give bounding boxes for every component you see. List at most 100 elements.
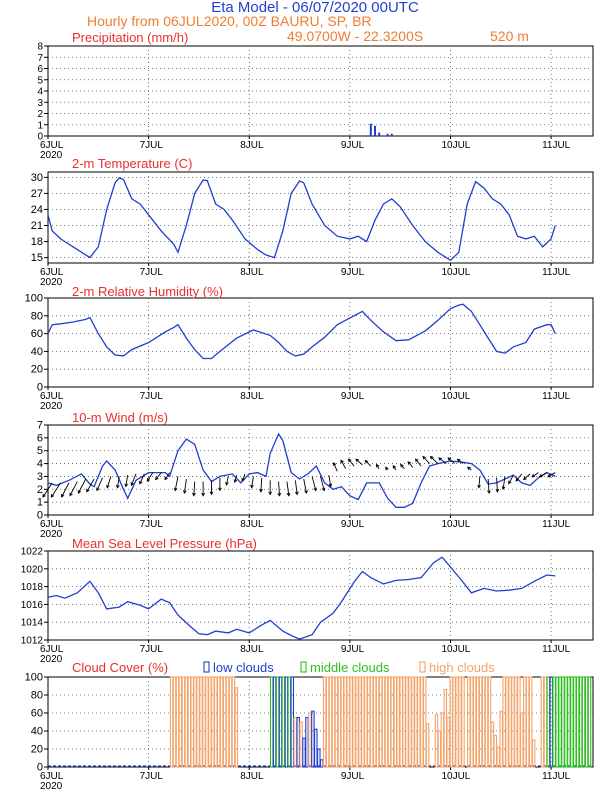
cloud-bar-middle xyxy=(275,676,280,768)
y-tick-label: 5 xyxy=(37,445,43,457)
wind-barb xyxy=(496,477,498,492)
cloud-bar-high xyxy=(393,676,398,768)
wind-barb xyxy=(260,477,263,492)
cloud-bar-low xyxy=(314,728,318,768)
cloud-bar-high xyxy=(525,676,530,768)
wind-barb xyxy=(515,473,523,482)
legend-swatch xyxy=(419,661,426,673)
wind-barb-head xyxy=(515,477,520,482)
x-tick-label: 9JUL xyxy=(341,267,365,278)
wind-barb-head xyxy=(209,491,214,496)
wind-barb xyxy=(508,474,514,484)
wind-barb-head xyxy=(438,457,442,461)
cloud-bar-high xyxy=(334,676,339,768)
wind-barb-head xyxy=(447,457,452,461)
wind-barb-head xyxy=(328,483,333,488)
wind-barb-head xyxy=(429,455,434,460)
wind-barb xyxy=(234,475,238,483)
y-tick-label: 7 xyxy=(37,53,43,64)
cloud-bar-high xyxy=(211,676,215,768)
wind-barb-head xyxy=(332,461,337,466)
y-tick-label: 1 xyxy=(37,120,43,131)
cloud-bar-high xyxy=(202,676,206,768)
wind-barb xyxy=(225,476,229,486)
cloud-bar-high xyxy=(343,676,347,768)
cloud-bar-high xyxy=(543,676,548,768)
cloud-bar-middle xyxy=(281,676,286,768)
panel-frame xyxy=(47,424,594,516)
wind-barb xyxy=(340,460,347,469)
panel-title: 2-m Relative Humidity (%) xyxy=(72,284,223,299)
wind-barb-head xyxy=(355,458,360,463)
cloud-bar-high xyxy=(499,710,503,768)
cloud-bar-high xyxy=(216,676,221,768)
panel-frame xyxy=(47,297,594,388)
x-tick-label: 7JUL xyxy=(140,140,164,151)
precip-bar xyxy=(374,125,376,136)
x-tick-label: 10JUL xyxy=(441,140,470,151)
wind-barb xyxy=(131,473,137,486)
y-tick-label: 4 xyxy=(37,458,43,470)
x-tick-label: 11JUL xyxy=(542,391,571,402)
y-tick-label: 4 xyxy=(37,87,43,98)
y-tick-label: 80 xyxy=(31,310,43,322)
wind-barb xyxy=(502,476,506,490)
cloud-bar-high xyxy=(505,676,509,768)
cloud-bar-low xyxy=(278,676,283,768)
cloud-bar-high xyxy=(437,730,442,768)
wind-barb-head xyxy=(182,490,187,495)
cloud-bar-high xyxy=(455,676,459,768)
y-tick-label: 30 xyxy=(31,172,43,184)
wind-barb-head xyxy=(42,493,46,498)
panel-title: Cloud Cover (%) xyxy=(72,660,168,675)
legend-label: high clouds xyxy=(429,660,495,675)
panel-title: 10-m Wind (m/s) xyxy=(72,410,168,425)
cloud-bar-high xyxy=(352,676,356,768)
wind-barb-head xyxy=(531,473,536,478)
wind-barb-head xyxy=(407,461,412,465)
wind-barb-head xyxy=(385,466,389,471)
wind-barb xyxy=(430,456,439,464)
cloud-bar-high xyxy=(472,676,477,768)
cloud-bar-high xyxy=(328,676,333,768)
cloud-bar-high xyxy=(214,676,218,768)
x-tick-label: 9JUL xyxy=(341,519,365,530)
cloud-bar-high xyxy=(443,689,448,768)
cloud-bar-high xyxy=(531,739,536,768)
panel-mslp: 1012 1014 1016 1018 1020 1022 6JUL 7JUL 8JUL 9JUL… xyxy=(21,536,594,665)
series-line xyxy=(47,432,556,508)
cloud-bar-high xyxy=(222,676,227,768)
wind-barb-head xyxy=(155,476,159,481)
cloud-bar-high xyxy=(175,676,180,768)
series-line xyxy=(47,177,556,262)
cloud-bar-middle xyxy=(567,676,571,768)
x-tick-label: 7JUL xyxy=(140,267,164,278)
wind-barb xyxy=(42,482,53,498)
wind-barb-head xyxy=(286,492,291,497)
cloud-bar-high xyxy=(517,676,521,768)
wind-barb-head xyxy=(321,487,326,492)
x-tick-label: 10JUL xyxy=(441,267,470,278)
wind-barb xyxy=(438,457,447,464)
cloud-bar-high xyxy=(402,676,406,768)
cloud-bar-high xyxy=(487,676,492,768)
cloud-bar-high xyxy=(225,676,230,768)
y-tick-label: 1018 xyxy=(21,582,44,593)
y-tick-label: 24 xyxy=(31,204,43,216)
y-tick-label: 80 xyxy=(31,690,43,702)
y-tick-label: 0 xyxy=(37,762,43,774)
cloud-bar-high xyxy=(528,676,533,768)
wind-barb-head xyxy=(106,484,110,489)
cloud-bar-high xyxy=(446,716,450,768)
cloud-bar-high xyxy=(414,676,418,768)
wind-barb-head xyxy=(364,459,369,464)
cloud-bar-high xyxy=(514,676,518,768)
cloud-bar-high xyxy=(458,676,462,768)
cloud-bar-middle xyxy=(558,676,562,768)
cloud-bar-high xyxy=(208,676,212,768)
wind-barb-head xyxy=(124,483,129,488)
cloud-bar-high xyxy=(399,676,403,768)
cloud-bar-high xyxy=(405,676,409,768)
wind-barb-head xyxy=(50,493,55,498)
